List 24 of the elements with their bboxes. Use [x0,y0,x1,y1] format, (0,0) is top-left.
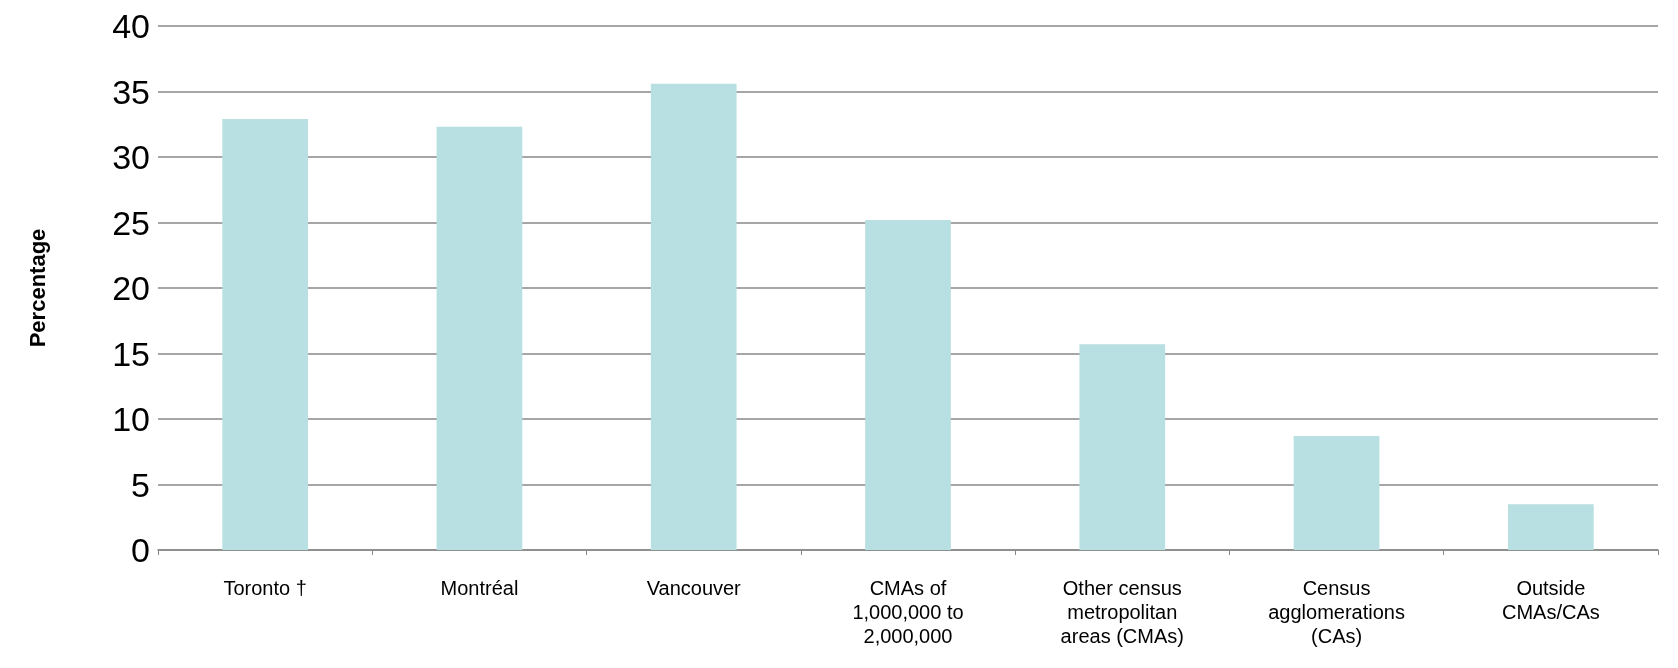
y-tick-label: 15 [112,334,150,373]
bar [865,219,951,550]
bar [1079,344,1166,550]
x-tick-label: Outside CMAs/CAs [1501,577,1600,623]
y-tick-label: 35 [112,72,150,111]
bar [1293,436,1380,550]
bar [436,126,523,550]
y-axis-title: Percentage [24,228,50,348]
x-tick-label: Vancouver [646,577,742,599]
y-tick-label: 25 [112,203,150,242]
x-tick-label: Montréal [440,577,519,599]
x-tick-label: Other census metropolitan areas (CMAs) [1060,577,1184,647]
x-tick-label: Toronto † [223,577,307,599]
y-tick-label: 5 [131,465,150,504]
y-tick-label: 10 [112,400,150,438]
bar [1508,504,1594,550]
bar [222,119,308,550]
bar [650,83,737,550]
y-tick-label: 40 [112,7,150,45]
y-tick-label: 0 [131,531,150,569]
y-tick-label: 20 [112,269,150,307]
y-tick-label: 30 [112,138,150,176]
x-tick-label: Census agglomerations (CAs) [1268,577,1405,647]
x-tick-label: CMAs of 1,000,000 to 2,000,000 [852,577,964,647]
